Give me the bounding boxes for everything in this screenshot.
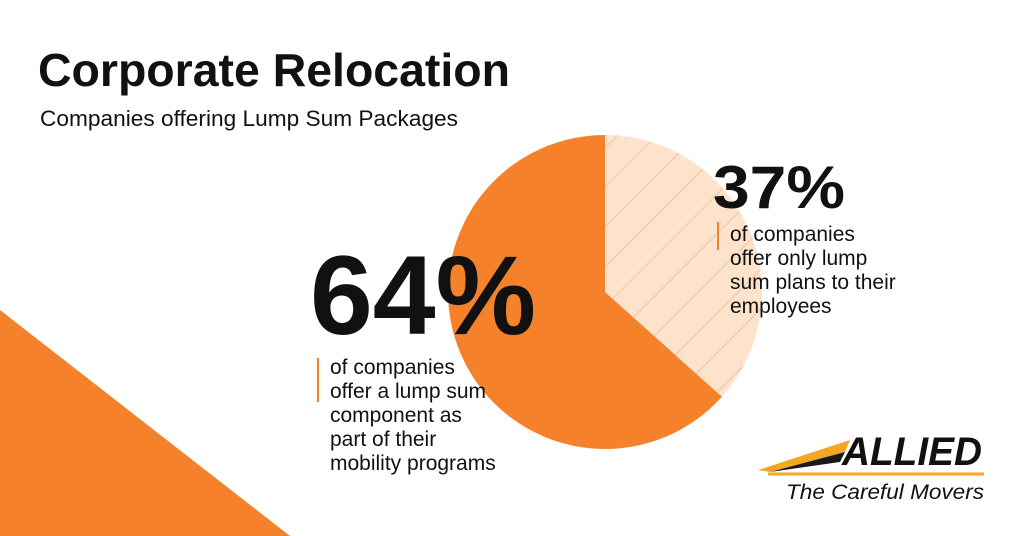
description-line: sum plans to their (730, 271, 896, 294)
description-line: offer only lump (730, 247, 867, 270)
value-label: 64% (310, 233, 536, 358)
pie (448, 135, 763, 450)
description-line: employees (730, 295, 832, 318)
hatch (605, 135, 763, 397)
value-label: 37% (713, 154, 845, 221)
description-line: of companies (730, 223, 855, 246)
description-line: component as (330, 404, 462, 427)
logo-tagline: The Careful Movers (786, 481, 985, 504)
description-line: part of their (330, 428, 436, 451)
logo-swoosh (758, 440, 850, 472)
logo-swoosh (770, 452, 845, 472)
chart-subtitle: Companies offering Lump Sum Packages (40, 106, 458, 131)
description-line: mobility programs (330, 452, 496, 475)
pie-slice (448, 135, 722, 450)
chart-title: Corporate Relocation (38, 44, 510, 96)
logo: ALLIED The Careful Movers (758, 430, 985, 504)
description-line: of companies (330, 356, 455, 379)
description-line: offer a lump sum (330, 380, 486, 403)
logo-name: ALLIED (841, 430, 982, 474)
corner-triangle (0, 310, 290, 536)
